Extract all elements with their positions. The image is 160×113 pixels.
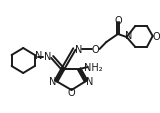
Text: NH₂: NH₂ bbox=[84, 62, 103, 72]
Text: O: O bbox=[68, 87, 75, 97]
Text: O: O bbox=[114, 16, 122, 26]
Text: N: N bbox=[75, 45, 82, 54]
Text: N: N bbox=[125, 31, 132, 41]
Text: N: N bbox=[48, 76, 56, 86]
Text: O: O bbox=[153, 32, 160, 42]
Text: N: N bbox=[35, 51, 42, 60]
Text: N: N bbox=[86, 76, 94, 86]
Text: N: N bbox=[44, 52, 51, 61]
Text: O: O bbox=[92, 45, 100, 54]
